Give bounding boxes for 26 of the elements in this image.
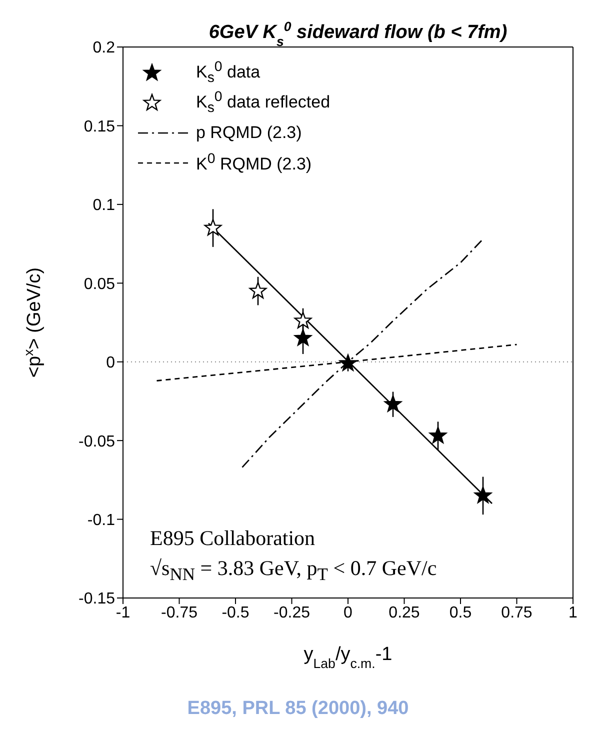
y-tick-label: -0.15 [78, 590, 116, 608]
legend-label: K$^{0}$ RQMD (2.3) [196, 151, 312, 175]
x-tick-label: 1 [568, 604, 578, 622]
x-tick-label: 0.75 [501, 604, 532, 622]
y-tick-label: -0.1 [87, 512, 116, 529]
y-tick-label: 0.15 [84, 118, 116, 136]
legend-label: K$_{s}$$^{0}$ data [196, 59, 260, 87]
x-tick-label: -0.25 [274, 604, 310, 622]
y-tick-label: 0 [106, 354, 116, 372]
x-tick-label: 0 [344, 604, 353, 622]
legend-label: p RQMD (2.3) [196, 123, 302, 143]
annotation: √s$_{NN}$ = 3.83 GeV, p$_{T}$ < 0.7 GeV/c [150, 555, 437, 586]
x-tick-label: -0.5 [222, 604, 250, 622]
y-tick-label: 0.1 [92, 197, 116, 214]
x-tick-label: -1 [116, 604, 130, 622]
x-axis-title: y$_{Lab}$/y$_{c.m.}$-1 [304, 644, 392, 670]
y-tick-label: 0.05 [84, 276, 116, 293]
x-tick-label: 0.5 [449, 604, 472, 622]
x-tick-label: 0.25 [388, 604, 420, 622]
legend-label: K$_{s}$$^{0}$ data reflected [196, 89, 330, 117]
chart-title: 6GeV K$_{s}$$^{0}$ sideward flow (b < 7fm) [208, 18, 508, 48]
annotation: E895 Collaboration [150, 525, 316, 552]
text: E895, PRL 85 (2000), 940 [186, 698, 410, 720]
x-tick-label: -0.75 [161, 604, 198, 622]
y-tick-label: 0.2 [92, 40, 116, 57]
y-tick-label: -0.05 [78, 433, 116, 450]
